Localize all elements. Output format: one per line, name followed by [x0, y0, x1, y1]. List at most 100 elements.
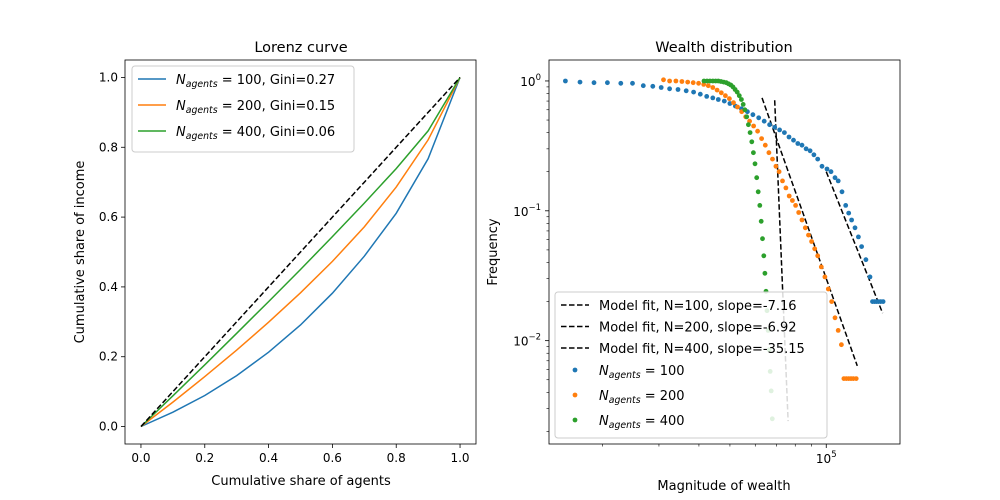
wealth-point — [618, 80, 624, 86]
lorenz-legend: Nagents = 100, Gini=0.27 Nagents = 200, G… — [131, 65, 355, 153]
wealth-point — [799, 142, 805, 148]
wealth-point — [863, 257, 869, 263]
wealth-point — [839, 189, 845, 195]
wealth-legend-point-swatch — [572, 417, 578, 423]
wealth-point — [591, 80, 597, 86]
wealth-point — [786, 134, 792, 140]
wealth-point — [749, 139, 755, 145]
wealth-point — [754, 175, 760, 181]
wealth-y-tick-label: 10−1 — [513, 203, 541, 219]
wealth-point — [773, 163, 779, 169]
wealth-point — [815, 156, 821, 162]
wealth-point — [563, 78, 568, 84]
wealth-point — [761, 118, 767, 124]
lorenz-legend-label: Nagents = 100, Gini=0.27 — [176, 73, 335, 90]
wealth-legend-point-swatch — [572, 392, 578, 398]
wealth-point — [824, 166, 830, 172]
wealth-point — [852, 225, 858, 231]
wealth-point — [697, 91, 703, 97]
lorenz-y-tick-label: 0.2 — [99, 350, 118, 364]
wealth-point — [755, 128, 760, 134]
wealth-legend-fit-label: Model fit, N=100, slope=-7.16 — [599, 299, 797, 314]
wealth-point — [667, 86, 672, 92]
wealth-point — [828, 169, 834, 175]
wealth-point — [650, 83, 656, 89]
lorenz-y-tick-label: 0.0 — [99, 420, 118, 434]
wealth-point — [812, 246, 818, 252]
wealth-point — [776, 169, 782, 175]
wealth-fit-line — [825, 171, 884, 314]
wealth-point — [832, 175, 838, 181]
wealth-point — [750, 112, 756, 118]
wealth-point — [673, 78, 679, 84]
wealth-point — [802, 225, 808, 231]
wealth-point — [734, 89, 740, 95]
wealth-point — [853, 376, 859, 381]
wealth-point — [727, 101, 733, 106]
wealth-point — [790, 198, 795, 203]
lorenz-y-tick-label: 0.6 — [99, 210, 118, 224]
wealth-point — [742, 107, 748, 113]
lorenz-x-tick-label: 1.0 — [450, 451, 469, 465]
lorenz-x-tick-label: 0.4 — [259, 451, 278, 465]
wealth-point — [736, 93, 742, 99]
wealth-point — [815, 253, 821, 259]
wealth-point — [762, 142, 768, 148]
lorenz-x-tick-label: 0.0 — [131, 451, 150, 465]
lorenz-title: Lorenz curve — [254, 40, 347, 56]
wealth-point — [751, 150, 756, 156]
wealth-fit-line — [761, 97, 858, 367]
wealth-point — [843, 203, 849, 208]
wealth-point — [758, 218, 764, 224]
wealth-ylabel: Frequency — [486, 218, 501, 285]
wealth-point — [675, 87, 681, 92]
wealth-point — [777, 127, 782, 133]
wealth-legend-fit-label: Model fit, N=400, slope=-35.15 — [599, 342, 805, 357]
wealth-point — [710, 95, 716, 101]
wealth-point — [710, 85, 716, 90]
wealth-point — [770, 156, 775, 162]
wealth-legend: Model fit, N=100, slope=-7.16 Model fit, … — [554, 291, 828, 439]
wealth-point — [715, 97, 721, 102]
wealth-title: Wealth distribution — [655, 40, 792, 56]
lorenz-series-line — [140, 77, 461, 428]
wealth-point — [704, 94, 710, 99]
wealth-point — [658, 85, 664, 90]
wealth-point — [811, 152, 817, 158]
wealth-point — [759, 136, 764, 142]
wealth-point — [806, 232, 811, 238]
wealth-legend-series-label: Nagents = 200 — [599, 389, 685, 406]
lorenz-x-tick-label: 0.2 — [195, 451, 214, 465]
wealth-point — [867, 274, 873, 280]
wealth-legend-box — [554, 291, 828, 439]
lorenz-y-tick-label: 1.0 — [99, 70, 118, 84]
wealth-y-tick-label: 100 — [520, 73, 541, 89]
wealth-point — [757, 203, 763, 208]
wealth-point — [880, 299, 886, 304]
wealth-point — [739, 97, 744, 102]
wealth-point — [839, 342, 844, 348]
lorenz-series-line — [140, 77, 461, 428]
wealth-point — [835, 178, 841, 184]
wealth-point — [799, 217, 805, 223]
wealth-point — [690, 80, 696, 86]
wealth-point — [782, 130, 787, 136]
wealth-point — [846, 210, 852, 216]
wealth-point — [667, 78, 672, 84]
wealth-point — [679, 79, 685, 84]
wealth-point — [705, 83, 711, 89]
wealth-point — [727, 96, 732, 102]
wealth-point — [809, 239, 814, 244]
wealth-point — [755, 189, 761, 195]
wealth-point — [751, 123, 756, 129]
wealth-point — [746, 122, 751, 128]
wealth-point — [683, 88, 689, 94]
wealth-point — [640, 83, 646, 89]
wealth-x-tick-label: 105 — [816, 450, 837, 466]
lorenz-chart: Lorenz curve 0.0 0.2 0.4 0.6 0.8 1.0 0.0 0.2 0.… — [73, 40, 477, 489]
wealth-point — [747, 130, 753, 136]
wealth-point — [691, 89, 696, 95]
wealth-point — [752, 161, 758, 167]
wealth-point — [735, 104, 740, 110]
